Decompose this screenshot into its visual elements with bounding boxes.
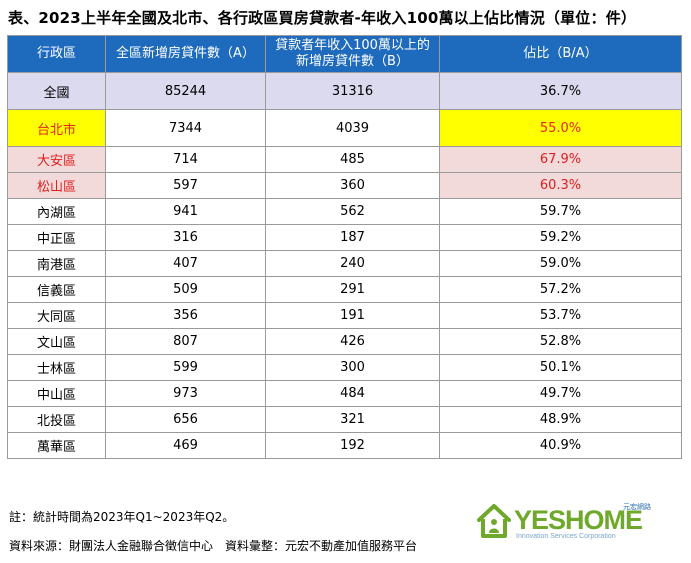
table-row: 士林區 599 300 50.1% (7, 354, 682, 381)
house-icon (477, 504, 511, 538)
header-district: 行政區 (7, 35, 106, 73)
logo-subtitle: Innovation Services Corporation (516, 533, 616, 540)
footnote-source: 資料來源：財團法人金融聯合徵信中心 資料彙整：元宏不動產加值服務平台 (9, 539, 418, 553)
table-row: 大同區 356 191 53.7% (7, 302, 682, 329)
cell-high: 192 (265, 432, 440, 459)
cell-ratio: 48.9% (439, 406, 682, 433)
cell-district: 大同區 (7, 302, 106, 329)
cell-high: 191 (265, 302, 440, 329)
cell-total: 407 (105, 250, 266, 277)
cell-district: 中山區 (7, 380, 106, 407)
table-row: 文山區 807 426 52.8% (7, 328, 682, 355)
table-row: 松山區 597 360 60.3% (7, 172, 682, 199)
table-row-nation: 全國 85244 31316 36.7% (7, 72, 682, 110)
table-row: 中山區 973 484 49.7% (7, 380, 682, 407)
cell-district: 中正區 (7, 224, 106, 251)
table-row: 中正區 316 187 59.2% (7, 224, 682, 251)
cell-total: 597 (105, 172, 266, 199)
table-row: 內湖區 941 562 59.7% (7, 198, 682, 225)
page-title: 表、2023上半年全國及北市、各行政區買房貸款者-年收入100萬以上佔比情況（單… (8, 9, 637, 27)
cell-ratio: 55.0% (439, 109, 682, 147)
cell-ratio: 67.9% (439, 146, 682, 173)
header-high-income-line2: 新增房貸件數（B） (296, 54, 409, 69)
cell-district: 信義區 (7, 276, 106, 303)
cell-high: 240 (265, 250, 440, 277)
footnote-period: 註：統計時間為2023年Q1~2023年Q2。 (9, 510, 235, 524)
cell-high: 562 (265, 198, 440, 225)
header-ratio: 佔比（B/A） (439, 35, 682, 73)
cell-total: 599 (105, 354, 266, 381)
cell-district: 台北市 (7, 109, 106, 147)
cell-ratio: 60.3% (439, 172, 682, 199)
cell-district: 大安區 (7, 146, 106, 173)
table-header-row: 行政區 全區新增房貸件數（A） 貸款者年收入100萬以上的 新增房貸件數（B） … (7, 35, 682, 73)
table-row: 萬華區 469 192 40.9% (7, 432, 682, 459)
cell-total: 941 (105, 198, 266, 225)
table-row-taipei: 台北市 7344 4039 55.0% (7, 109, 682, 147)
loan-ratio-table: 行政區 全區新增房貸件數（A） 貸款者年收入100萬以上的 新增房貸件數（B） … (7, 35, 682, 459)
cell-high: 485 (265, 146, 440, 173)
cell-district: 萬華區 (7, 432, 106, 459)
cell-ratio: 59.7% (439, 198, 682, 225)
table-row: 北投區 656 321 48.9% (7, 406, 682, 433)
cell-district: 北投區 (7, 406, 106, 433)
cell-high: 31316 (265, 72, 440, 110)
cell-total: 656 (105, 406, 266, 433)
cell-ratio: 49.7% (439, 380, 682, 407)
cell-district: 南港區 (7, 250, 106, 277)
table-row: 信義區 509 291 57.2% (7, 276, 682, 303)
cell-district: 士林區 (7, 354, 106, 381)
yeshome-logo: YESHOME Innovation Services Corporation … (476, 502, 686, 542)
cell-total: 469 (105, 432, 266, 459)
header-total-loans: 全區新增房貸件數（A） (105, 35, 266, 73)
cell-total: 973 (105, 380, 266, 407)
cell-total: 316 (105, 224, 266, 251)
cell-total: 714 (105, 146, 266, 173)
cell-district: 松山區 (7, 172, 106, 199)
cell-district: 內湖區 (7, 198, 106, 225)
header-high-income-line1: 貸款者年收入100萬以上的 (275, 38, 430, 53)
cell-ratio: 59.2% (439, 224, 682, 251)
cell-total: 356 (105, 302, 266, 329)
cell-high: 426 (265, 328, 440, 355)
cell-high: 300 (265, 354, 440, 381)
cell-total: 509 (105, 276, 266, 303)
header-high-income-loans: 貸款者年收入100萬以上的 新增房貸件數（B） (265, 35, 440, 73)
cell-total: 7344 (105, 109, 266, 147)
cell-ratio: 57.2% (439, 276, 682, 303)
table-row: 南港區 407 240 59.0% (7, 250, 682, 277)
logo-wordmark: YESHOME (514, 505, 643, 535)
cell-total: 807 (105, 328, 266, 355)
logo-chinese-text: 元宏網路 (623, 503, 651, 511)
cell-high: 4039 (265, 109, 440, 147)
cell-ratio: 50.1% (439, 354, 682, 381)
cell-high: 291 (265, 276, 440, 303)
cell-high: 321 (265, 406, 440, 433)
cell-ratio: 59.0% (439, 250, 682, 277)
cell-total: 85244 (105, 72, 266, 110)
table-row: 大安區 714 485 67.9% (7, 146, 682, 173)
cell-high: 187 (265, 224, 440, 251)
cell-district: 全國 (7, 72, 106, 110)
cell-high: 484 (265, 380, 440, 407)
cell-district: 文山區 (7, 328, 106, 355)
cell-ratio: 52.8% (439, 328, 682, 355)
cell-high: 360 (265, 172, 440, 199)
cell-ratio: 36.7% (439, 72, 682, 110)
cell-ratio: 53.7% (439, 302, 682, 329)
cell-ratio: 40.9% (439, 432, 682, 459)
